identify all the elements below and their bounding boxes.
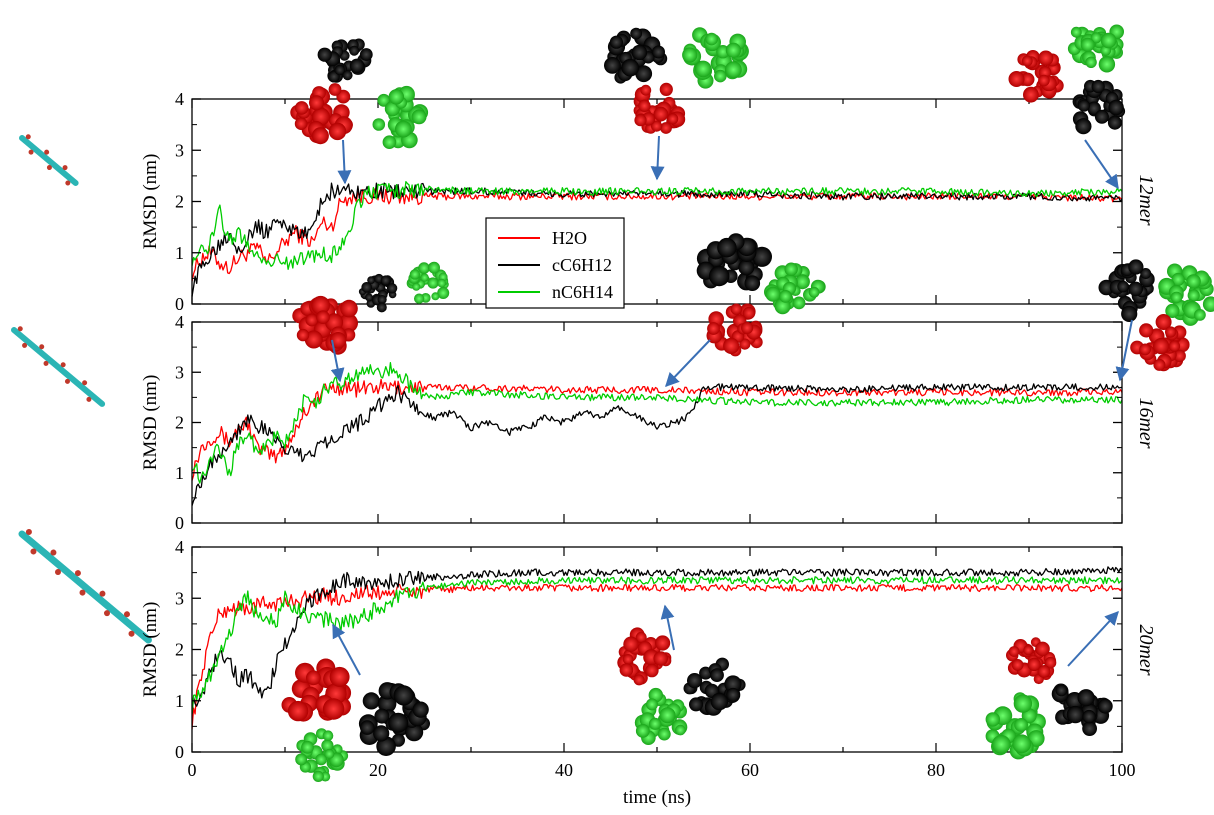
x-tick-label: 20 [369,760,387,780]
conformation-green [682,27,749,88]
series-lines [192,182,1122,297]
chain-16mer-illustration [9,324,107,409]
conformation-green [295,728,348,782]
conformation-black [1052,684,1113,736]
y-tick-label: 3 [175,362,184,382]
chain-20mer-illustration [16,527,154,647]
series-line-nC6H14 [192,363,1122,483]
panel-label-16mer: 16mer [1135,397,1157,448]
y-tick-label: 4 [175,312,184,332]
conformation-red [634,83,686,134]
conformation-black [318,39,373,83]
conformation-black [359,682,430,756]
x-tick-label: 60 [741,760,759,780]
plot-frame [192,322,1122,523]
x-tick-label: 40 [555,760,573,780]
panel-label-12mer: 12mer [1135,174,1157,225]
conformation-green [986,692,1046,759]
conformation-red [1006,637,1056,684]
conformation-black [697,233,772,291]
y-tick-label: 2 [175,192,184,212]
conformation-black [359,274,397,313]
conformation-red [617,627,671,685]
panel-12mer: 0 1 2 3 4 RMSD (nm) [140,89,1122,314]
y-tick-label: 0 [175,742,184,762]
legend-label: cC6H12 [552,255,612,275]
conformation-green [407,262,450,304]
x-axis-title: time (ns) [623,787,691,808]
y-tick-label: 1 [175,243,184,263]
conformation-red [1130,314,1189,371]
legend-label: nC6H14 [552,282,613,302]
conformation-red [1009,50,1064,103]
conformation-black [1073,80,1126,134]
series-line-cC6H12 [192,384,1122,506]
y-tick-label: 4 [175,537,184,557]
annotation-arrow [343,140,345,183]
conformation-black [684,658,746,716]
conformation-red [290,83,353,144]
conformation-black [1099,259,1155,322]
legend: H2O cC6H12 nC6H14 [486,218,624,308]
conformation-red [707,304,763,357]
series-line-cC6H12 [192,183,1122,297]
x-tick-label: 80 [927,760,945,780]
series-line-H2O [192,189,1122,282]
conformation-green [373,86,429,149]
annotation-arrows [332,136,1132,675]
annotation-arrow [1085,140,1118,188]
conformation-green [1068,25,1124,73]
annotation-arrow [1068,612,1118,666]
y-axis-title: RMSD (nm) [140,154,161,250]
chain-12mer-illustration [17,132,80,188]
y-tick-label: 3 [175,140,184,160]
series-lines [192,363,1122,506]
y-axis-title: RMSD (nm) [140,602,161,698]
y-tick-label: 3 [175,588,184,608]
y-axis-title: RMSD (nm) [140,375,161,471]
conformation-red [292,296,358,355]
y-tick-label: 1 [175,691,184,711]
conformation-green [764,263,826,315]
annotation-arrow [657,136,659,179]
y-tick-label: 1 [175,463,184,483]
x-tick-label: 100 [1109,760,1136,780]
y-tick-label: 0 [175,294,184,314]
y-tick-label: 2 [175,640,184,660]
panel-16mer: 0 1 2 3 4 RMSD (nm) [140,312,1122,533]
x-tick-label: 0 [188,760,197,780]
conformation-green [635,688,688,745]
conformation-black [604,28,667,84]
conformation-red [282,659,352,722]
annotation-arrow [666,340,710,386]
y-tick-label: 0 [175,513,184,533]
legend-label: H2O [552,228,587,248]
panel-label-20mer: 20mer [1135,624,1157,675]
y-tick-label: 4 [175,89,184,109]
y-tick-label: 2 [175,413,184,433]
